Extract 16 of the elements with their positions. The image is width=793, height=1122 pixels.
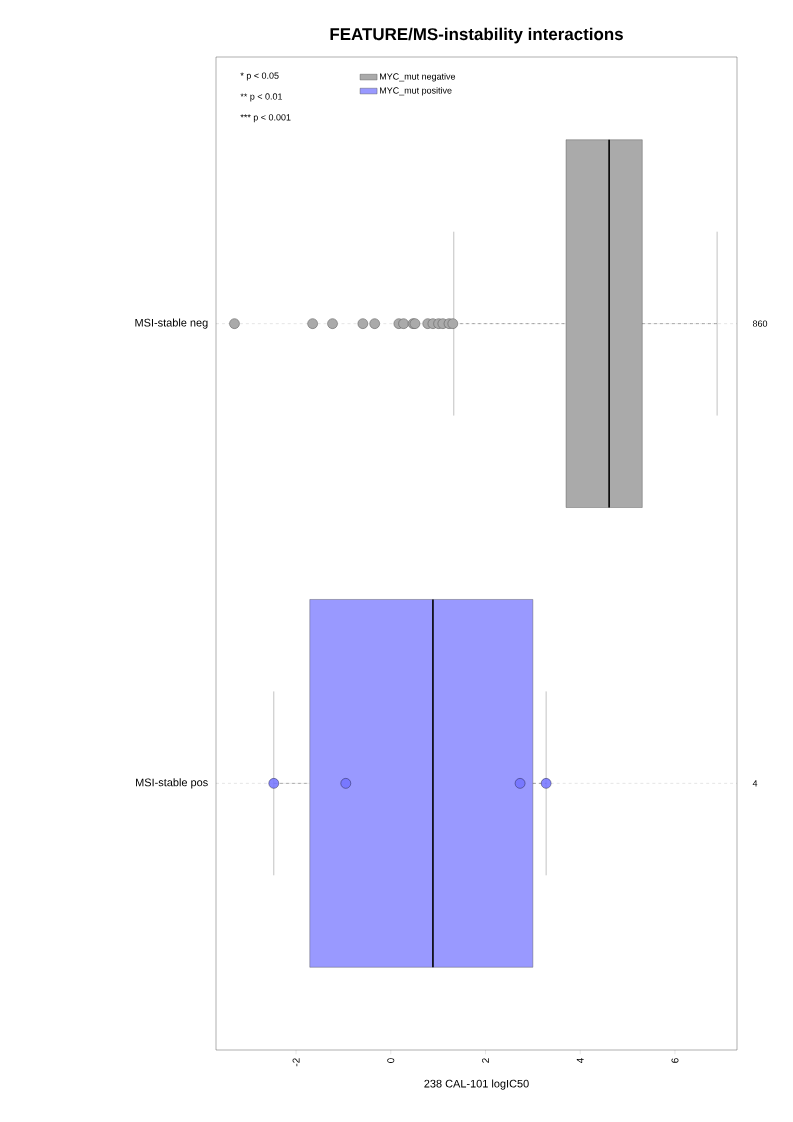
x-tick-label: 0 <box>387 1058 395 1063</box>
x-tick-label: 6 <box>671 1058 679 1063</box>
chart-title: FEATURE/MS-instability interactions <box>330 27 623 44</box>
annotation: *** p < 0.001 <box>240 114 291 123</box>
text: 4 <box>752 780 758 787</box>
x-tick-label: -2 <box>292 1058 300 1067</box>
text: 860 <box>752 320 768 327</box>
y-tick-label: MSI-stable pos <box>136 778 208 789</box>
x-tick-label: 4 <box>576 1058 584 1064</box>
annotation: * p < 0.05 <box>240 72 279 81</box>
legend-label: MYC_mut negative <box>380 73 456 82</box>
x-axis-title: 238 CAL-101 logIC50 <box>424 1079 529 1090</box>
y-tick-label: MSI-stable neg <box>135 318 208 329</box>
x-tick-label: 2 <box>482 1058 489 1063</box>
legend-label: MYC_mut positive <box>380 87 452 96</box>
annotation: ** p < 0.01 <box>240 93 283 102</box>
